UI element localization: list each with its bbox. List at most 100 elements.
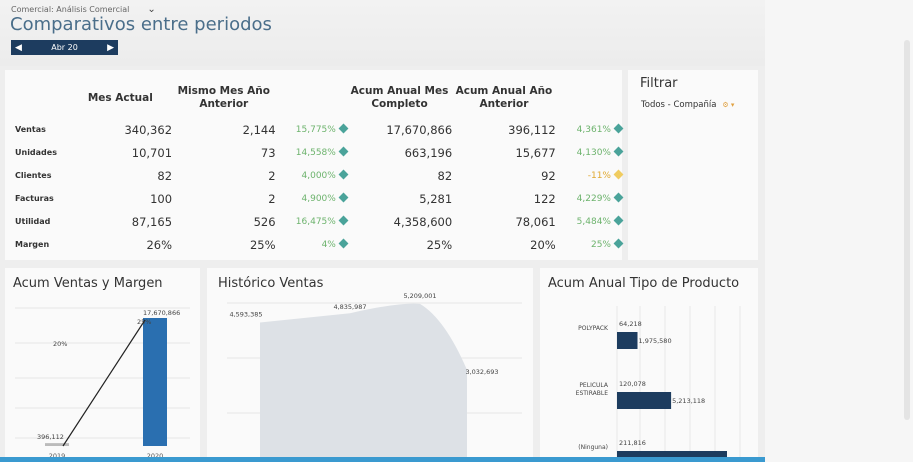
data-label: 3,032,693: [465, 368, 498, 376]
tipo-producto-chart: POLYPACK 64,218 1,975,580 PELICULAESTIRABLE…: [576, 306, 741, 462]
data-label: 5,213,118: [672, 397, 705, 405]
cell-label: Facturas: [15, 187, 69, 210]
data-label: 4,593,385: [229, 311, 262, 319]
breadcrumb-text: Comercial: Análisis Comercial: [11, 5, 130, 14]
table-row: Utilidad 87,165 526 16,475% 4,358,600 78,061 5…: [15, 210, 624, 233]
cell-mes_actual: 10,701: [69, 141, 172, 164]
breadcrumb[interactable]: Comercial: Análisis Comercial ⌄: [11, 4, 156, 15]
x-tick-label: 2020: [147, 452, 164, 460]
next-period-icon[interactable]: ▶: [107, 42, 114, 53]
cell-acum_mes: 25%: [347, 233, 453, 256]
column-header: [556, 78, 622, 118]
cell-mes_actual: 26%: [69, 233, 172, 256]
cell-label: Ventas: [15, 118, 69, 141]
historico-ventas-panel: Histórico Ventas 4,593,385 4,835,987 5,209…: [207, 268, 533, 462]
cell-acum_mes: 82: [347, 164, 453, 187]
cell-var2: 4,361%: [556, 118, 624, 141]
area-series: [260, 303, 467, 462]
margin-line: [62, 319, 146, 447]
cell-mes_actual: 100: [69, 187, 172, 210]
cell-value: 78,061: [515, 214, 556, 229]
cell-var2: 4,229%: [556, 187, 624, 210]
line-label: 20%: [53, 340, 67, 348]
chart-title: Acum Anual Tipo de Producto: [548, 276, 740, 291]
cell-value: 92: [541, 168, 556, 183]
data-label: 17,670,866: [143, 309, 180, 317]
cell-value: 4,358,600: [393, 214, 453, 229]
cell-value: 82: [437, 168, 453, 183]
cell-value: 10,701: [131, 145, 173, 160]
cell-value: 526: [253, 214, 276, 229]
cell-value: 73: [260, 145, 276, 160]
cell-value: 25%: [249, 237, 276, 252]
cell-value: 5,484%: [576, 216, 611, 227]
data-label: 64,218: [619, 320, 642, 328]
column-header: [276, 78, 347, 118]
company-filter-dropdown[interactable]: Todos - Compañía ⚙ ▾: [641, 100, 734, 110]
cell-value: 5,281: [419, 191, 453, 206]
cell-label: Unidades: [15, 141, 69, 164]
cell-value: 4%: [321, 239, 336, 250]
indicator-diamond-icon: [613, 146, 624, 156]
cell-acum_ant: 78,061: [452, 210, 556, 233]
cell-mes_actual: 340,362: [69, 118, 172, 141]
filter-icon[interactable]: ⚙ ▾: [722, 101, 735, 109]
data-label: 1,975,580: [639, 337, 672, 345]
line-label: 25%: [137, 318, 151, 326]
cell-value: 663,196: [404, 145, 453, 160]
scrollbar[interactable]: [904, 40, 910, 420]
filter-panel: Filtrar Todos - Compañía ⚙ ▾: [628, 70, 758, 260]
period-selector[interactable]: ◀ Abr 20 ▶: [11, 40, 118, 55]
indicator-diamond-icon: [338, 123, 349, 133]
column-header: Acum Anual Mes Completo: [350, 85, 449, 110]
y-tick-label: POLYPACK: [578, 325, 609, 332]
cell-value: Margen: [15, 240, 50, 249]
cell-acum_ant: 20%: [452, 233, 556, 256]
cell-var2: 25%: [556, 233, 624, 256]
cell-value: Unidades: [15, 148, 57, 157]
cell-value: Clientes: [15, 171, 52, 180]
table-row: Clientes 82 2 4,000% 82 92 -11%: [15, 164, 624, 187]
bar: [617, 332, 638, 349]
cell-var1: 4,900%: [276, 187, 349, 210]
filter-value: Todos - Compañía: [641, 100, 717, 110]
cell-value: 20%: [530, 237, 556, 252]
cell-value: 15,775%: [295, 124, 336, 135]
data-label: 4,835,987: [333, 303, 366, 311]
indicator-diamond-icon: [338, 169, 349, 179]
cell-value: 4,361%: [576, 124, 611, 135]
cell-var1: 14,558%: [276, 141, 349, 164]
comparison-table-panel: Mes Actual Mismo Mes Año Anterior Acum Anu…: [5, 70, 624, 260]
chevron-down-icon[interactable]: ⌄: [147, 4, 156, 15]
cell-acum_mes: 4,358,600: [347, 210, 453, 233]
cell-value: 16,475%: [295, 216, 336, 227]
data-label: 396,112: [37, 433, 64, 441]
indicator-diamond-icon: [613, 215, 624, 225]
cell-value: 4,130%: [576, 147, 611, 158]
comparison-table: Mes Actual Mismo Mes Año Anterior Acum Anu…: [15, 78, 624, 256]
cell-label: Clientes: [15, 164, 69, 187]
indicator-diamond-icon: [613, 169, 624, 179]
cell-acum_ant: 122: [452, 187, 556, 210]
cell-var1: 4,000%: [276, 164, 349, 187]
filter-title: Filtrar: [640, 76, 678, 91]
indicator-diamond-icon: [613, 192, 624, 202]
side-area: [765, 0, 913, 462]
column-header: [15, 78, 69, 118]
y-tick-label: (Ninguna): [578, 444, 608, 451]
chart-title: Histórico Ventas: [218, 276, 324, 291]
previous-period-icon[interactable]: ◀: [15, 42, 22, 53]
cell-label: Utilidad: [15, 210, 69, 233]
bar: [617, 451, 727, 462]
cell-acum_ant: 15,677: [452, 141, 555, 164]
table-row: Margen 26% 25% 4% 25% 20% 25%: [15, 233, 624, 256]
cell-value: 17,670,866: [386, 122, 453, 137]
bar: [45, 443, 69, 446]
x-tick-label: 2019: [49, 452, 66, 460]
data-label: 5,209,001: [403, 292, 436, 300]
cell-acum_ant: 396,112: [452, 118, 556, 141]
cell-value: -11%: [587, 170, 611, 181]
cell-mismo_mes: 2,144: [172, 118, 276, 141]
cell-mismo_mes: 25%: [172, 233, 276, 256]
table-row: Unidades 10,701 73 14,558% 663,196 15,677 4,13…: [15, 141, 624, 164]
